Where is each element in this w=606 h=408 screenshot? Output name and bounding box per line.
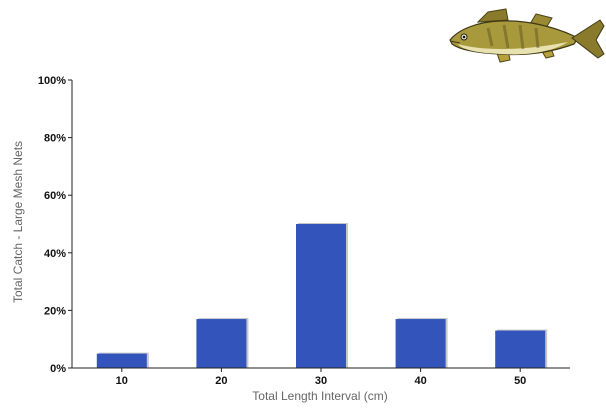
y-tick-label: 0% — [50, 363, 66, 375]
x-tick-label: 40 — [414, 375, 426, 387]
y-tick-label: 80% — [44, 133, 66, 145]
y-tick-label: 100% — [38, 75, 66, 87]
bar-30 — [296, 224, 346, 368]
y-tick-label: 20% — [44, 305, 66, 317]
x-tick-label: 10 — [116, 375, 128, 387]
x-axis-ticks: 10 20 30 40 50 — [116, 368, 526, 387]
y-tick-label: 40% — [44, 248, 66, 260]
bar-10 — [96, 353, 147, 368]
bar-50 — [495, 330, 546, 368]
bars — [96, 223, 548, 368]
walleye-fish-icon — [449, 8, 605, 63]
y-axis-title-text: Total Catch - Large Mesh Nets — [11, 141, 25, 303]
x-tick-label: 20 — [215, 375, 227, 387]
y-axis-ticks: 0% 20% 40% 60% 80% 100% — [38, 75, 72, 375]
y-axis-title: Total Catch - Large Mesh Nets — [11, 141, 25, 303]
x-axis-title: Total Length Interval (cm) — [252, 389, 387, 403]
y-tick-label: 60% — [44, 190, 66, 202]
bar-40 — [395, 319, 446, 368]
x-tick-label: 50 — [514, 375, 526, 387]
bar-20 — [196, 319, 247, 368]
x-tick-label: 30 — [315, 375, 327, 387]
